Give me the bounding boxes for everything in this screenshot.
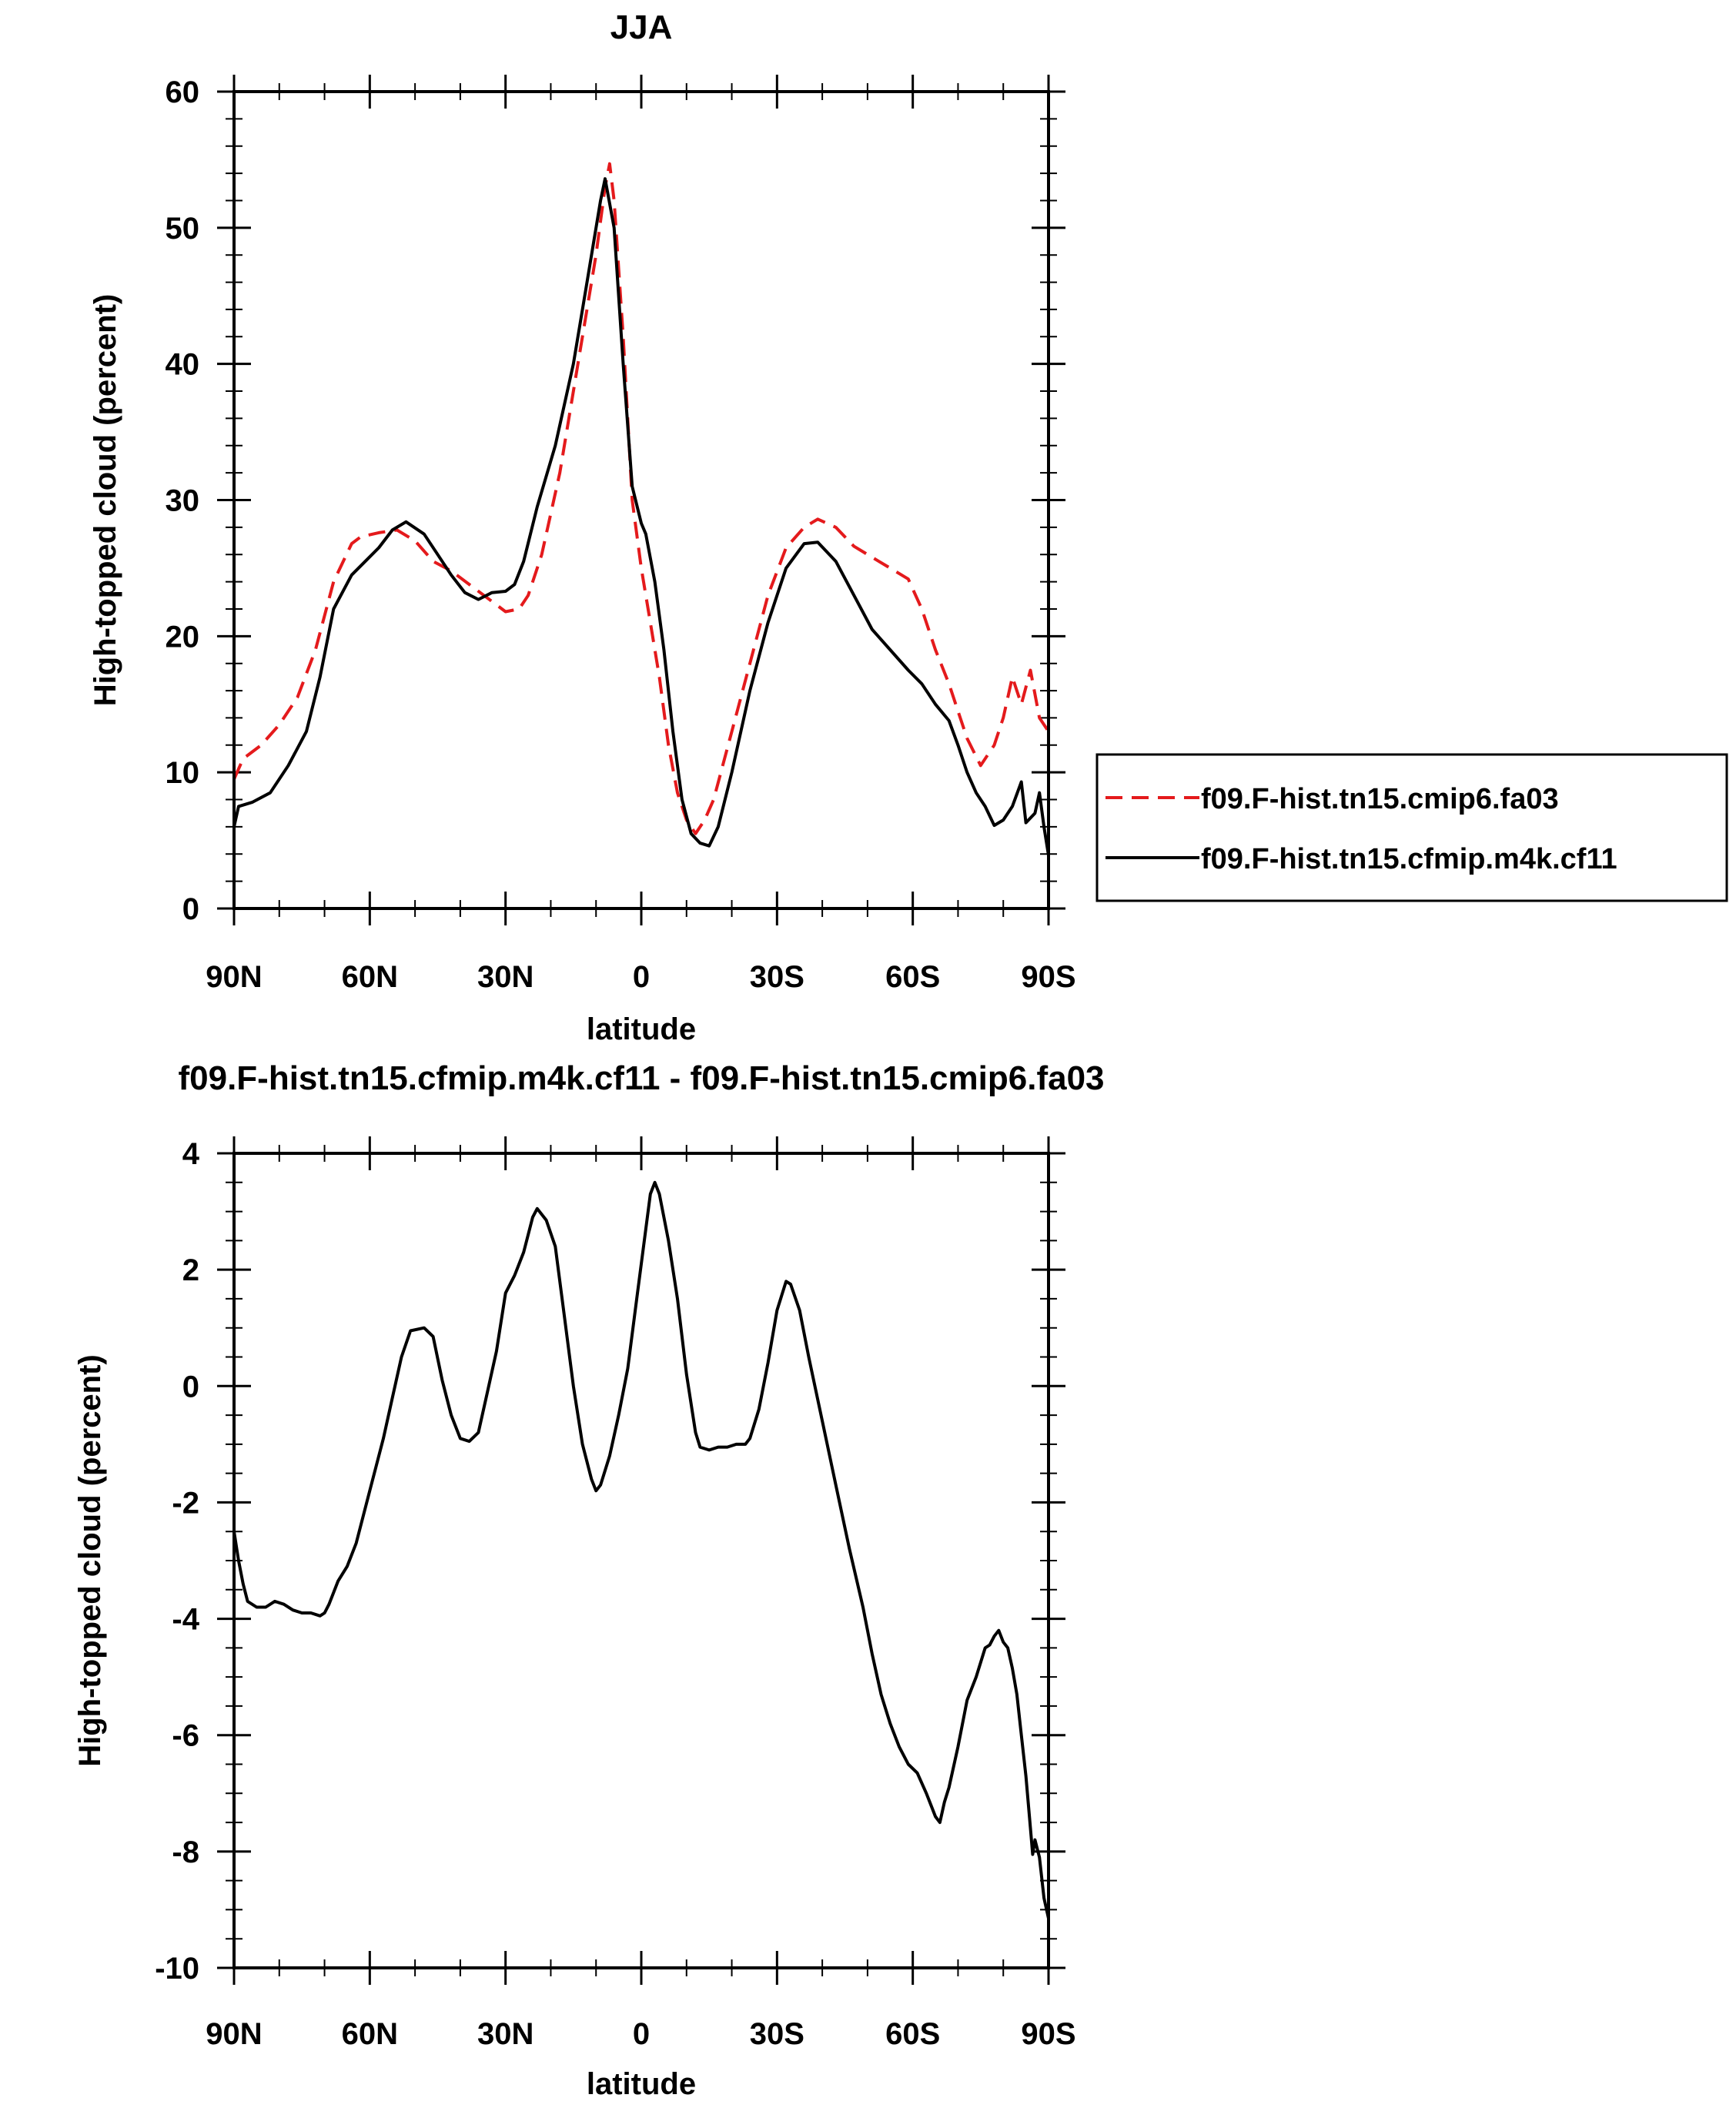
x-tick-label: 30N	[477, 960, 534, 994]
y-tick-label: 4	[182, 1137, 200, 1171]
y-tick-label: 2	[182, 1253, 199, 1287]
tick-marks	[217, 75, 1065, 925]
series-line-0	[232, 1180, 1050, 1919]
legend-box	[1095, 753, 1728, 902]
x-axis-label: latitude	[587, 2067, 696, 2101]
x-tick-label: 30S	[750, 960, 804, 994]
x-tick-label: 0	[633, 960, 650, 994]
y-tick-label: 50	[166, 212, 200, 246]
bottom-chart: f09.F-hist.tn15.cfmip.m4k.cf11 - f09.F-h…	[73, 1059, 1105, 2101]
y-tick-label: 0	[182, 1370, 199, 1404]
plot-frame	[232, 90, 1050, 910]
plot-frame	[232, 1152, 1050, 1969]
y-tick-labels: -10 -8 -6 -4 -2 0 2 4	[155, 1137, 200, 1986]
y-tick-label: 60	[166, 75, 200, 109]
x-tick-labels: 90N 60N 30N 0 30S 60S 90S	[206, 960, 1075, 994]
x-tick-labels: 90N 60N 30N 0 30S 60S 90S	[206, 2017, 1075, 2051]
legend-label-1: f09.F-hist.tn15.cfmip.m4k.cf11	[1201, 843, 1617, 875]
chart-title: f09.F-hist.tn15.cfmip.m4k.cf11 - f09.F-h…	[178, 1059, 1104, 1097]
y-axis-label: High-topped cloud (percent)	[73, 1354, 107, 1767]
series-line-1	[232, 177, 1050, 856]
x-tick-label: 60N	[342, 2017, 398, 2051]
x-axis-label: latitude	[587, 1012, 696, 1046]
x-tick-label: 60N	[342, 960, 398, 994]
legend: f09.F-hist.tn15.cmip6.fa03 f09.F-hist.tn…	[1095, 753, 1728, 902]
series-group	[232, 1180, 1050, 1919]
chart-title: JJA	[610, 8, 673, 46]
legend-label-0: f09.F-hist.tn15.cmip6.fa03	[1201, 783, 1559, 815]
y-tick-label: -8	[172, 1835, 199, 1869]
y-tick-label: 0	[182, 892, 199, 926]
x-tick-label: 30N	[477, 2017, 534, 2051]
x-tick-label: 90S	[1021, 2017, 1075, 2051]
y-tick-label: -10	[155, 1952, 199, 1986]
x-tick-label: 90N	[206, 960, 262, 994]
x-tick-label: 30S	[750, 2017, 804, 2051]
y-tick-label: -4	[172, 1603, 199, 1637]
x-tick-label: 60S	[885, 2017, 940, 2051]
series-group	[232, 162, 1050, 856]
top-chart: JJA 0 10 20 30 40 50 60 90N 60N 30N 0 30S 60S 90S la…	[89, 8, 1728, 1046]
y-tick-label: 20	[166, 620, 200, 654]
y-axis-label: High-topped cloud (percent)	[89, 294, 122, 707]
y-tick-label: 40	[166, 348, 200, 382]
y-tick-label: 30	[166, 484, 200, 518]
y-tick-labels: 0 10 20 30 40 50 60	[166, 75, 200, 926]
y-tick-label: -6	[172, 1719, 199, 1753]
x-tick-label: 0	[633, 2017, 650, 2051]
x-tick-label: 90S	[1021, 960, 1075, 994]
series-line-0	[232, 162, 1050, 835]
y-tick-label: -2	[172, 1486, 199, 1520]
x-tick-label: 60S	[885, 960, 940, 994]
x-tick-label: 90N	[206, 2017, 262, 2051]
y-tick-label: 10	[166, 756, 200, 790]
